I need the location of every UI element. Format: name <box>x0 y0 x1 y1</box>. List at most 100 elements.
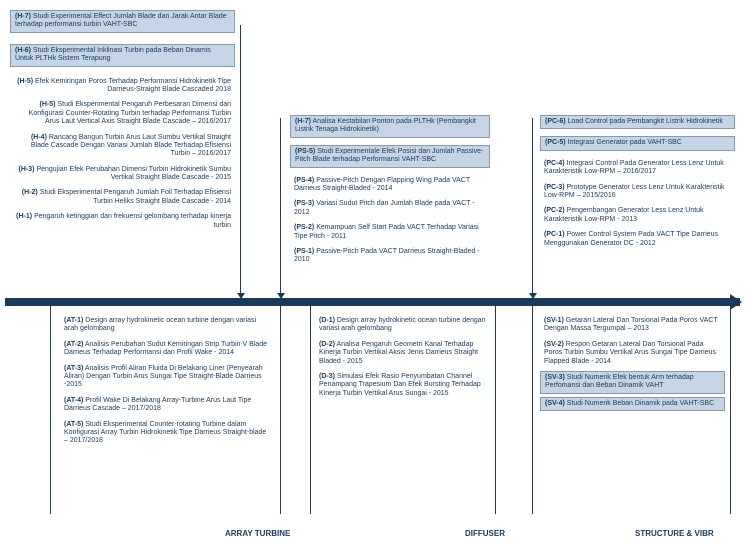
code: (PS-3) <box>294 200 314 207</box>
item-d2: (D-2) Analisa Pengaruh Geometri Kanal Te… <box>315 339 490 368</box>
code: (D-2) <box>319 341 335 348</box>
code: (AT-5) <box>64 421 83 428</box>
label-array: ARRAY TURBINE <box>225 529 290 538</box>
code: (AT-3) <box>64 365 83 372</box>
item-sv1: (SV-1) Getaran Lateral Dan Torsional Pad… <box>540 315 725 336</box>
code: (H-6) <box>15 47 31 54</box>
item-h7: (H-7) Studi Experimental Effect Jumlah B… <box>10 10 235 33</box>
text: Integrasi Control Pada Generator Less Le… <box>544 160 724 175</box>
item-pc5: (PC-5) Integrasi Generator pada VAHT-SBC <box>540 136 735 150</box>
item-pc3: (PC-3) Prototype Generator Less Lenz Unt… <box>540 182 735 203</box>
text: Studi Numerik Efek bentuk Arm terhadap P… <box>545 374 694 389</box>
item-h6: (H-6) Studi Eksperimental Inklinasi Turb… <box>10 44 235 67</box>
code: (PC-3) <box>544 184 565 191</box>
vline-array2 <box>310 302 311 514</box>
item-pc2: (PC-2) Pengembangan Generator Less Lenz … <box>540 205 735 226</box>
code: (PS-5) <box>295 148 315 155</box>
code: (PS-4) <box>294 177 314 184</box>
code: (PC-5) <box>545 139 566 146</box>
item-ps3: (PS-3) Variasi Sudut Pitch dan Jumlah Bl… <box>290 198 490 219</box>
code: (PC-4) <box>544 160 565 167</box>
code: (SV-2) <box>544 341 564 348</box>
code: (D-3) <box>319 373 335 380</box>
text: Studi Eksperimental Pengaruh Jumlah Foil… <box>40 189 231 204</box>
text: Load Control pada Pembangkit Listrik Hid… <box>568 118 723 125</box>
text: Integrasi Generator pada VAHT-SBC <box>568 139 682 146</box>
code: (PC-6) <box>545 118 566 125</box>
item-at2: (AT-2) Analisis Perubahan Sudut Kemiring… <box>60 339 275 360</box>
code: (AT-2) <box>64 341 83 348</box>
text: Design array hydrokinetic ocean turbine … <box>319 317 486 332</box>
text: Prototype Generator Less Lenz Untuk Kara… <box>544 184 725 199</box>
item-h1: (H-1) Pengaruh ketinggian dan frekuensi … <box>10 211 235 232</box>
item-sv3: (SV-3) Studi Numerik Efek bentuk Arm ter… <box>540 371 725 394</box>
column-pc: (PC-6) Load Control pada Pembangkit List… <box>540 115 735 253</box>
column-at: (AT-1) Design array hydrokinetic ocean t… <box>60 315 275 451</box>
code: (PS-1) <box>294 248 314 255</box>
item-d3: (D-3) Simulasi Efek Rasio Penyumbatan Ch… <box>315 371 490 400</box>
vline-structure <box>730 302 731 514</box>
item-sv4: (SV-4) Studi Numerik Beban Dinamik pada … <box>540 397 725 411</box>
vline-diffuser2 <box>532 302 533 514</box>
item-sv2: (SV-2) Respon Getaran Lateral Dan Torsio… <box>540 339 725 368</box>
code: (H-2) <box>22 189 38 196</box>
text: Analisa Pengaruh Geometri Kanal Terhadap… <box>319 341 478 365</box>
text: Getaran Lateral Dan Torsional Pada Poros… <box>544 317 718 332</box>
code: (SV-3) <box>545 374 565 381</box>
item-pc6: (PC-6) Load Control pada Pembangkit List… <box>540 115 735 129</box>
item-pc1: (PC-1) Power Control System Pada VACT Ti… <box>540 229 735 250</box>
vline-array <box>280 302 281 514</box>
code: (H-5) <box>17 78 33 85</box>
code: (H-4) <box>31 134 47 141</box>
label-structure: STRUCTURE & VIBR <box>635 529 714 538</box>
text: Simulasi Efek Rasio Penyumbatan Channel … <box>319 373 481 397</box>
text: Kemampuan Self Start Pada VACT Terhadap … <box>294 224 479 239</box>
text: Analisis Profil Aliran Fluida Di Belakan… <box>64 365 263 389</box>
item-h2: (H-2) Studi Eksperimental Pengaruh Jumla… <box>10 187 235 208</box>
code: (H-1) <box>16 213 32 220</box>
text: Design array hydrokinetic ocean turbine … <box>64 317 256 332</box>
code: (AT-1) <box>64 317 83 324</box>
item-h4: (H-4) Rancang Bangun Turbin Arus Laut Su… <box>10 132 235 161</box>
text: Pengembangan Generator Less Lenz Untuk K… <box>544 207 704 222</box>
text: Variasi Sudut Pitch dan Jumlah Blade pad… <box>294 200 475 215</box>
code: (H-5) <box>40 101 56 108</box>
arrow-h-down <box>240 25 241 295</box>
item-h3: (H-3) Pengujian Efek Perubahan Dimensi T… <box>10 164 235 185</box>
text: Pengaruh ketinggian dan frekuensi gelomb… <box>34 213 231 228</box>
vline-diffuser <box>495 302 496 514</box>
item-ps2: (PS-2) Kemampuan Self Start Pada VACT Te… <box>290 222 490 243</box>
text: Studi Eksperimental Pengaruh Perbesaran … <box>29 101 231 125</box>
text: Respon Getaran Lateral Dan Torsional Pad… <box>544 341 716 365</box>
item-at4: (AT-4) Profil Wake Di Belakang Array-Tur… <box>60 395 275 416</box>
code: (SV-1) <box>544 317 564 324</box>
text: Studi Numerik Beban Dinamik pada VAHT-SB… <box>567 400 714 407</box>
code: (PS-2) <box>294 224 314 231</box>
text: Studi Eksperimental Counter-rotating Tur… <box>64 421 266 445</box>
text: Profil Wake Di Belakang Array-Turbine Ar… <box>64 397 251 412</box>
text: Rancang Bangun Turbin Arus Laut Sumbu Ve… <box>31 134 231 158</box>
column-h: (H-7) Studi Experimental Effect Jumlah B… <box>10 10 235 235</box>
text: Passive-Pitch Dengan Flapping Wing Pada … <box>294 177 470 192</box>
text: Pengujian Efek Perubahan Dimensi Turbin … <box>36 166 231 181</box>
item-d1: (D-1) Design array hydrokinetic ocean tu… <box>315 315 490 336</box>
column-ps: (H-7) Analisa Kestabilan Ponton pada PLT… <box>290 115 490 270</box>
item-pc4: (PC-4) Integrasi Control Pada Generator … <box>540 158 735 179</box>
arrow-ps-down <box>280 118 281 295</box>
code: (SV-4) <box>545 400 565 407</box>
item-at3: (AT-3) Analisis Profil Aliran Fluida Di … <box>60 363 275 392</box>
item-h7b: (H-7) Analisa Kestabilan Ponton pada PLT… <box>290 115 490 138</box>
text: Analisa Kestabilan Ponton pada PLTHk (Pe… <box>295 118 476 133</box>
item-at1: (AT-1) Design array hydrokinetic ocean t… <box>60 315 275 336</box>
code: (D-1) <box>319 317 335 324</box>
code: (H-7) <box>15 13 31 20</box>
arrow-pc-down <box>532 118 533 295</box>
item-h5: (H-5) Studi Eksperimental Pengaruh Perbe… <box>10 99 235 128</box>
item-ps4: (PS-4) Passive-Pitch Dengan Flapping Win… <box>290 175 490 196</box>
text: Studi Experimentale Efek Posisi dan Juml… <box>295 148 483 163</box>
text: Studi Experimental Effect Jumlah Blade d… <box>15 13 227 28</box>
item-h5b: (H-5) Efek Kemiringan Poros Terhadap Per… <box>10 76 235 97</box>
item-ps5: (PS-5) Studi Experimentale Efek Posisi d… <box>290 145 490 168</box>
item-ps1: (PS-1) Passive-Pitch Pada VACT Darrieus … <box>290 246 490 267</box>
timeline-axis <box>5 298 740 306</box>
